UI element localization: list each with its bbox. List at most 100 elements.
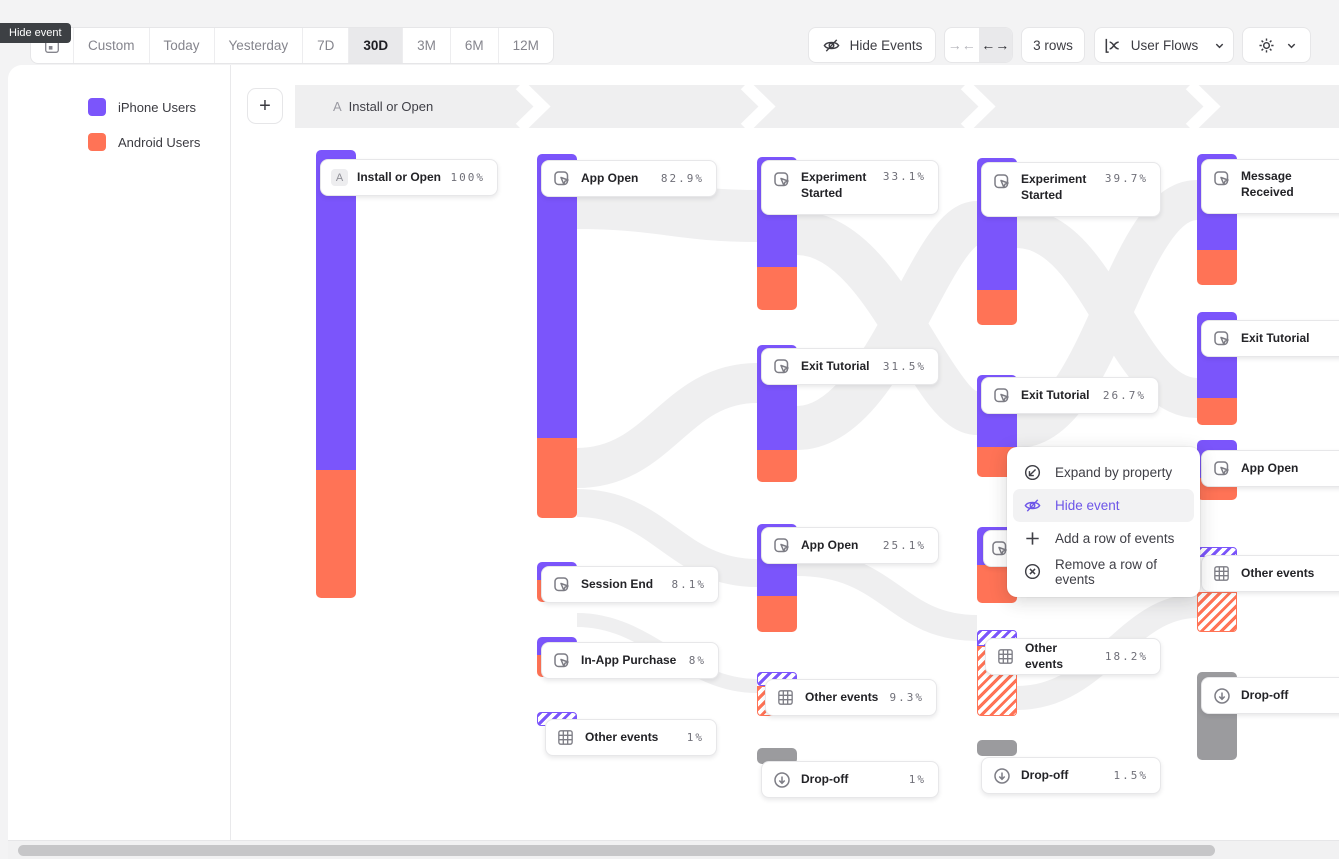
node-drop-off-4[interactable]: Drop-off 1.5%	[981, 757, 1161, 794]
range-yesterday[interactable]: Yesterday	[215, 28, 304, 63]
node-experiment-started[interactable]: Experiment Started 33.1%	[761, 160, 939, 215]
view-selector[interactable]: User Flows	[1094, 27, 1234, 63]
node-percent: 25.1%	[882, 539, 926, 552]
node-label: Other events	[1241, 565, 1315, 580]
view-selector-label: User Flows	[1130, 37, 1199, 53]
node-drop-off-3[interactable]: Drop-off 1%	[761, 761, 939, 798]
grid-icon	[776, 688, 796, 708]
node-in-app-purchase[interactable]: In-App Purchase 8%	[541, 642, 719, 679]
bar-drop-off-4[interactable]	[977, 740, 1017, 756]
range-6m[interactable]: 6M	[451, 28, 499, 63]
event-icon	[992, 172, 1012, 192]
node-label: Exit Tutorial	[1021, 387, 1090, 402]
node-install-or-open[interactable]: A Install or Open 100%	[320, 159, 498, 196]
node-label: Session End	[581, 576, 654, 591]
bar-app-open[interactable]	[537, 154, 577, 518]
menu-label: Expand by property	[1055, 465, 1173, 480]
iphone-color-swatch	[88, 98, 106, 116]
node-label: Install or Open	[357, 169, 442, 184]
hide-events-button[interactable]: Hide Events	[808, 27, 936, 63]
rows-label: 3 rows	[1033, 37, 1073, 53]
menu-label: Hide event	[1055, 498, 1120, 513]
node-label: Other events	[805, 689, 879, 704]
flow-ribbons	[575, 177, 1200, 710]
android-color-swatch	[88, 133, 106, 151]
node-message-received[interactable]: Message Received	[1201, 159, 1339, 214]
arrow-down-circle-icon	[1212, 686, 1232, 706]
node-app-open[interactable]: App Open 82.9%	[541, 160, 717, 197]
steps-header-band: A Install or Open	[295, 85, 1339, 128]
menu-label: Add a row of events	[1055, 531, 1175, 546]
bar-drop-off-3[interactable]	[757, 748, 797, 764]
event-icon	[1212, 459, 1232, 479]
plus-icon	[1023, 529, 1042, 548]
event-icon	[772, 170, 792, 190]
node-label: Experiment Started	[801, 170, 867, 200]
node-drop-off-5[interactable]: Drop-off	[1201, 677, 1339, 714]
range-custom[interactable]: Custom	[74, 28, 150, 63]
node-label: Other events	[1025, 640, 1064, 671]
expand-property-icon	[1023, 463, 1042, 482]
range-30d[interactable]: 30D	[349, 28, 404, 63]
range-today[interactable]: Today	[150, 28, 215, 63]
step-label: Install or Open	[348, 99, 434, 114]
event-icon	[990, 539, 1010, 559]
node-session-end[interactable]: Session End 8.1%	[541, 566, 719, 603]
node-app-open-5[interactable]: App Open	[1201, 450, 1339, 487]
user-flows-icon	[1103, 36, 1122, 55]
sidebar-divider	[230, 65, 231, 840]
menu-item-add-row[interactable]: Add a row of events	[1013, 522, 1194, 555]
node-exit-tutorial-4[interactable]: Exit Tutorial 26.7%	[981, 377, 1159, 414]
node-label: Experiment Started	[1021, 172, 1087, 202]
arrow-down-circle-icon	[772, 770, 792, 790]
scrollbar-thumb[interactable]	[18, 845, 1215, 856]
collapse-columns-button[interactable]: →←	[947, 37, 976, 53]
node-experiment-started-4[interactable]: Experiment Started 39.7%	[981, 162, 1161, 217]
node-percent: 18.2%	[1104, 650, 1148, 663]
node-other-events-4[interactable]: Other events 18.2%	[985, 638, 1161, 675]
arrow-down-circle-icon	[992, 766, 1012, 786]
user-flows-canvas: iPhone Users Android Users + A Install o…	[8, 65, 1339, 859]
expand-columns-button[interactable]: ←→	[978, 28, 1012, 62]
bar-install-or-open[interactable]	[316, 150, 356, 598]
event-icon	[772, 357, 792, 377]
step-badge: A	[333, 99, 342, 114]
node-label: In-App Purchase	[581, 652, 677, 667]
chevron-down-icon	[1286, 40, 1297, 51]
node-app-open-3[interactable]: App Open 25.1%	[761, 527, 939, 564]
hide-event-tooltip: Hide event	[0, 23, 71, 43]
range-7d[interactable]: 7D	[303, 28, 350, 63]
node-exit-tutorial[interactable]: Exit Tutorial 31.5%	[761, 348, 939, 385]
node-exit-tutorial-5[interactable]: Exit Tutorial	[1201, 320, 1339, 357]
legend-item-android[interactable]: Android Users	[88, 133, 200, 151]
menu-item-hide-event[interactable]: Hide event	[1013, 489, 1194, 522]
bar-other-events-5-android[interactable]	[1197, 592, 1237, 632]
settings-dropdown[interactable]	[1242, 27, 1311, 63]
legend-item-iphone[interactable]: iPhone Users	[88, 98, 196, 116]
node-label: App Open	[581, 170, 639, 185]
a-badge: A	[331, 169, 348, 186]
node-percent: 1.5%	[1113, 769, 1148, 782]
rows-button[interactable]: 3 rows	[1021, 27, 1085, 63]
node-label: Exit Tutorial	[1241, 330, 1310, 345]
step-header-install-or-open[interactable]: A Install or Open	[333, 85, 433, 128]
circle-x-icon	[1023, 562, 1042, 581]
node-other-events-3[interactable]: Other events 9.3%	[765, 679, 937, 716]
node-other-events-5[interactable]: Other events	[1201, 555, 1339, 592]
node-label: Drop-off	[801, 771, 849, 786]
node-percent: 33.1%	[882, 170, 926, 183]
event-icon	[992, 386, 1012, 406]
range-3m[interactable]: 3M	[403, 28, 451, 63]
grid-icon	[996, 647, 1016, 667]
node-label: App Open	[1241, 460, 1299, 475]
menu-item-expand-by-property[interactable]: Expand by property	[1013, 456, 1194, 489]
menu-item-remove-row[interactable]: Remove a row of events	[1013, 555, 1194, 588]
grid-icon	[556, 728, 576, 748]
range-12m[interactable]: 12M	[512, 38, 539, 53]
add-step-button[interactable]: +	[247, 88, 283, 124]
node-percent: 82.9%	[660, 172, 704, 185]
node-other-events[interactable]: Other events 1%	[545, 719, 717, 756]
chevron-down-icon	[1214, 40, 1225, 51]
node-label: Drop-off	[1241, 687, 1289, 702]
horizontal-scrollbar[interactable]	[8, 840, 1339, 859]
